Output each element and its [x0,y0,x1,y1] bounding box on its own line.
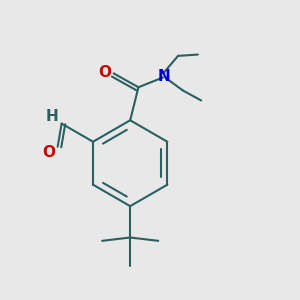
Text: O: O [43,145,56,160]
Text: N: N [158,68,170,83]
Text: O: O [98,64,111,80]
Text: H: H [45,109,58,124]
